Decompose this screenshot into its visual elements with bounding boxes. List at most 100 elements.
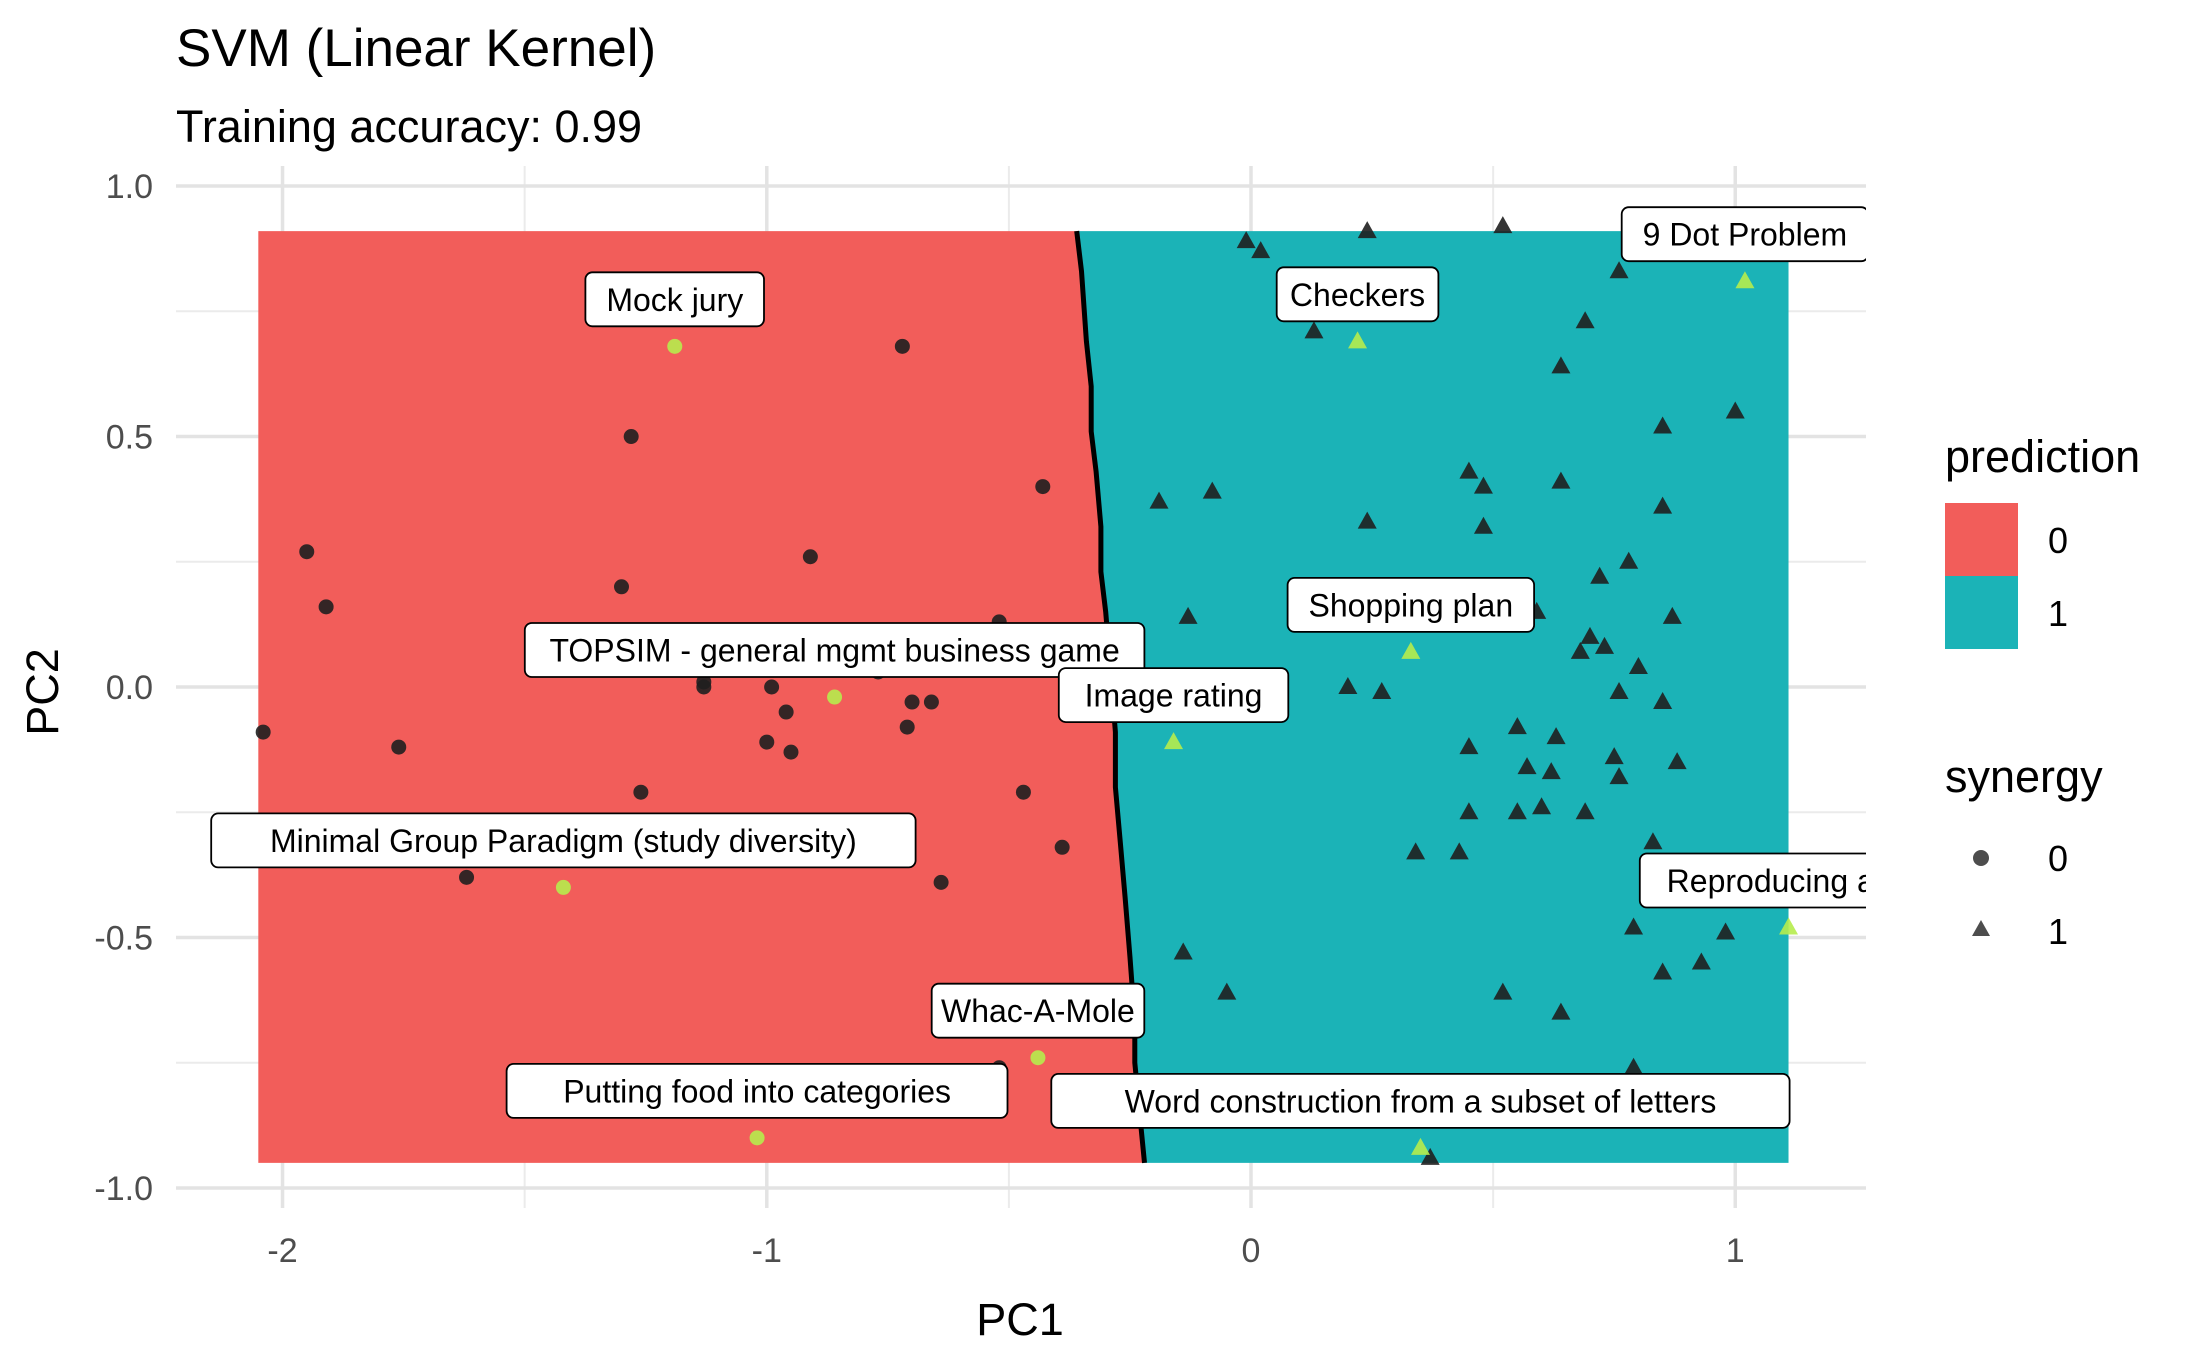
legend-prediction-swatch-0 xyxy=(1945,503,2018,576)
y-axis-title: PC2 xyxy=(17,648,68,736)
point-circle xyxy=(299,544,315,560)
point-triangle xyxy=(1725,401,1745,419)
point-triangle xyxy=(1517,757,1537,775)
y-tick-label: 1.0 xyxy=(106,168,153,206)
point-triangle xyxy=(1667,752,1687,770)
point-triangle xyxy=(1493,982,1513,1000)
legend-prediction: prediction 0 1 xyxy=(1945,431,2140,649)
legend-synergy: synergy 0 1 xyxy=(1945,751,2103,952)
annotation-box xyxy=(1275,266,1440,323)
point-triangle xyxy=(1580,626,1600,644)
point-triangle xyxy=(1338,677,1358,694)
point-triangle xyxy=(1628,656,1648,674)
point-triangle xyxy=(1624,1057,1644,1075)
point-circle xyxy=(1015,784,1031,800)
point-triangle xyxy=(1551,471,1571,489)
point-circle xyxy=(1054,839,1070,855)
point-circle xyxy=(391,739,407,755)
point-circle xyxy=(255,724,271,740)
highlight-point xyxy=(749,1130,765,1146)
annotation-label: TOPSIM - general mgmt business game xyxy=(523,622,1146,678)
point-triangle xyxy=(1653,962,1673,980)
point-circle xyxy=(904,694,920,710)
point-circle xyxy=(783,744,799,760)
point-circle xyxy=(623,429,639,445)
y-tick-label: -1.0 xyxy=(94,1170,153,1208)
region-prediction-1 xyxy=(1076,231,1789,1163)
point-triangle xyxy=(1173,942,1193,960)
highlight-point xyxy=(1164,732,1184,750)
point-triangle xyxy=(1420,1147,1440,1165)
annotation-label: Shopping plan xyxy=(1286,577,1535,633)
x-tick-label: -2 xyxy=(267,1232,297,1270)
highlight-point xyxy=(555,879,571,895)
annotation-box xyxy=(930,982,1146,1039)
point-triangle xyxy=(1604,747,1624,765)
point-circle xyxy=(318,599,334,615)
point-triangle xyxy=(1551,1002,1571,1020)
point-triangle xyxy=(1716,922,1736,940)
point-circle xyxy=(933,874,949,890)
y-tick-label: 0.5 xyxy=(106,419,153,457)
point-triangle xyxy=(1507,802,1527,820)
legend-synergy-label-0: 0 xyxy=(2048,838,2068,879)
point-triangle xyxy=(1546,727,1566,745)
point-triangle xyxy=(1202,481,1222,499)
point-triangle xyxy=(1304,321,1324,339)
annotation-box xyxy=(1638,852,1866,909)
point-triangle xyxy=(1609,682,1629,700)
point-circle xyxy=(759,734,775,750)
annotation-label: Reproducing arts xyxy=(1638,852,1866,909)
point-triangle xyxy=(1691,952,1711,970)
point-triangle xyxy=(1551,356,1571,374)
point-triangle xyxy=(1609,261,1629,279)
annotation-text: Word construction from a subset of lette… xyxy=(1125,1083,1717,1119)
annotation-label: Putting food into categories xyxy=(505,1063,1009,1119)
point-triangle xyxy=(1653,416,1673,434)
highlight-point xyxy=(1401,641,1421,659)
point-triangle xyxy=(1570,641,1590,659)
highlight-point xyxy=(1410,1137,1430,1155)
legend-prediction-label-1: 1 xyxy=(2048,593,2068,634)
point-triangle xyxy=(1590,566,1610,584)
point-triangle xyxy=(1619,551,1639,569)
point-circle xyxy=(614,579,630,595)
annotation-text: Checkers xyxy=(1290,277,1425,313)
point-circle xyxy=(633,784,649,800)
point-triangle xyxy=(1449,842,1469,860)
annotation-label: Word construction from a subset of lette… xyxy=(1050,1073,1791,1129)
point-triangle xyxy=(1653,496,1673,514)
annotation-text: Whac-A-Mole xyxy=(941,993,1135,1029)
annotation-label: Whac-A-Mole xyxy=(930,982,1146,1039)
highlight-point xyxy=(827,689,843,705)
point-triangle xyxy=(1507,717,1527,735)
legend-synergy-triangle-icon xyxy=(1972,920,1990,936)
highlight-point xyxy=(667,338,683,354)
chart-title: SVM (Linear Kernel) xyxy=(176,19,656,78)
point-triangle xyxy=(1236,231,1256,249)
chart-subtitle: Training accuracy: 0.99 xyxy=(176,101,642,152)
point-circle xyxy=(764,679,780,695)
annotation-text: Mock jury xyxy=(606,282,743,318)
point-triangle xyxy=(1459,802,1479,820)
point-triangle xyxy=(1357,511,1377,529)
point-triangle xyxy=(1609,767,1629,785)
data-points xyxy=(255,216,1799,1165)
x-tick-label: 0 xyxy=(1242,1232,1261,1270)
legend-prediction-swatch-1 xyxy=(1945,576,2018,649)
point-triangle xyxy=(1251,241,1271,259)
annotation-text: TOPSIM - general mgmt business game xyxy=(549,633,1119,669)
highlight-point xyxy=(1348,331,1368,349)
legend-synergy-label-1: 1 xyxy=(2048,911,2068,952)
annotation-box xyxy=(505,1063,1009,1119)
point-triangle xyxy=(1473,476,1493,494)
point-triangle xyxy=(1653,692,1673,710)
annotation-label: Minimal Group Paradigm (study diversity) xyxy=(210,812,917,869)
point-annotations: Mock jury TOPSIM - general mgmt business … xyxy=(210,206,1866,1129)
annotation-text: 9 Dot Problem xyxy=(1643,217,1848,253)
annotation-box xyxy=(1050,1073,1791,1129)
point-triangle xyxy=(1217,982,1237,1000)
annotation-text: Putting food into categories xyxy=(563,1073,951,1109)
point-triangle xyxy=(1541,762,1561,780)
